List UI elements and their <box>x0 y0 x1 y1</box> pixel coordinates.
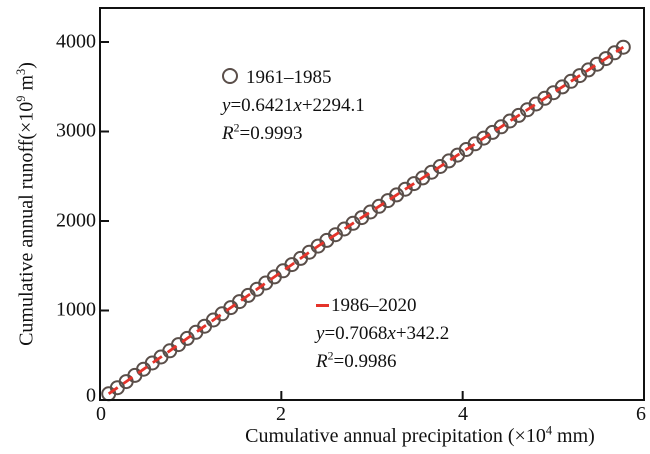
open-circle-marker-icon <box>222 68 238 84</box>
r-squared-1986-2020: R2=0.9986 <box>316 349 397 372</box>
x-axis-label: Cumulative annual precipitation (×104 mm… <box>245 423 595 447</box>
y-tick-label-4000: 4000 <box>56 30 96 53</box>
legend-entry-1986-2020: 1986–2020 <box>316 292 449 320</box>
x-tick-label-6: 6 <box>636 403 646 425</box>
legend-1986-2020: 1986–2020 y=0.7068x+342.2 R2=0.9986 <box>316 292 449 376</box>
plot-frame <box>99 7 645 401</box>
data-points-layer <box>101 39 631 402</box>
axis-ticks <box>99 41 645 401</box>
legend-label: 1986–2020 <box>331 295 417 316</box>
legend-1961-1985: 1961–1985 y=0.6421x+2294.1 R2=0.9993 <box>222 64 365 148</box>
x-tick-label-0: 0 <box>96 403 106 425</box>
red-dashed-trend-line <box>107 46 625 395</box>
x-tick-label-2: 2 <box>276 403 286 425</box>
r-squared-1961-1985: R2=0.9993 <box>222 121 303 144</box>
y-tick-label-0: 0 <box>86 384 96 407</box>
legend-label: 1961–1985 <box>246 67 332 88</box>
y-tick-label-2000: 2000 <box>56 209 96 232</box>
x-tick-label-4: 4 <box>458 403 468 425</box>
y-tick-label-3000: 3000 <box>56 119 96 142</box>
data-point-circle <box>615 39 631 55</box>
regression-equation-1961-1985: y=0.6421x+2294.1 <box>222 95 365 116</box>
legend-entry-1961-1985: 1961–1985 <box>222 64 365 92</box>
y-axis-label: Cumulative annual runoff(×109 m3) <box>13 62 38 346</box>
regression-equation-1986-2020: y=0.7068x+342.2 <box>316 323 450 344</box>
y-tick-label-1000: 1000 <box>56 298 96 321</box>
red-dash-marker-icon <box>316 304 329 307</box>
